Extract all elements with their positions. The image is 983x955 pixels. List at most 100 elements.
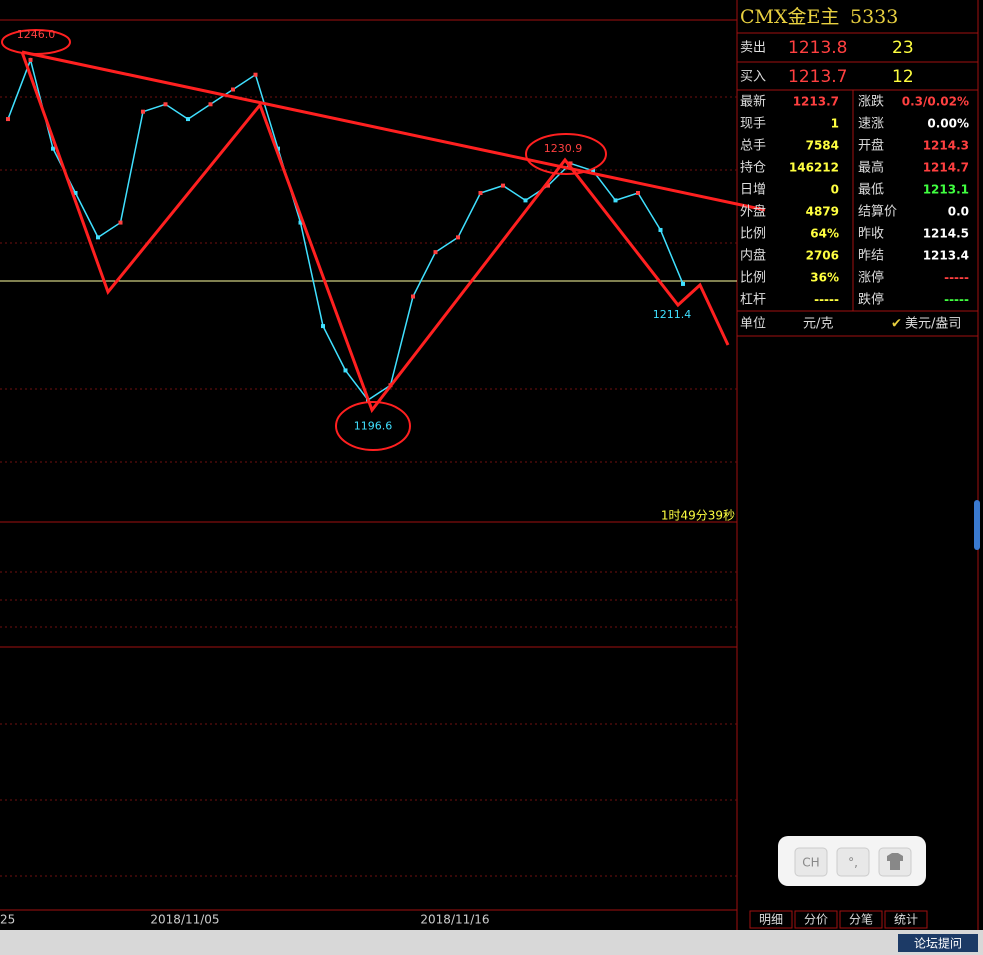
- quote-value: -----: [944, 271, 969, 285]
- tab-label[interactable]: 分笔: [849, 912, 873, 927]
- quote-value: -----: [814, 293, 839, 307]
- close-marker: [636, 191, 640, 196]
- quote-label: 开盘: [858, 138, 884, 154]
- close-marker: [568, 161, 573, 166]
- tab-label[interactable]: 统计: [894, 913, 918, 927]
- quote-value: 1: [831, 117, 839, 131]
- close-marker: [613, 198, 618, 203]
- quote-table: 最新 1213.7 涨跌 0.3/0.02% 现手 1 速涨 0.00% 总手 7584 开盘 121…: [740, 94, 969, 308]
- shirt-icon[interactable]: [887, 853, 903, 870]
- quote-label: 日增: [740, 183, 766, 198]
- price-annotation: 1246.0: [17, 28, 56, 41]
- timer: 1时49分39秒: [661, 509, 735, 523]
- toolbar: CH °,: [778, 836, 926, 886]
- quote-value: 1214.3: [923, 139, 969, 153]
- quote-label: 最新: [740, 94, 766, 110]
- date-label: 2018/11/05: [150, 913, 219, 927]
- quote-value: 7584: [806, 139, 839, 153]
- quote-value: 146212: [789, 161, 839, 175]
- tab[interactable]: [794, 910, 838, 929]
- quote-label: 结算价: [858, 205, 897, 220]
- order-price: 1213.7: [788, 67, 847, 87]
- toolbar-button[interactable]: [836, 847, 870, 877]
- close-marker: [321, 324, 325, 329]
- toolbar-label[interactable]: °,: [848, 856, 858, 870]
- close-marker: [501, 183, 505, 188]
- quote-label: 现手: [740, 117, 766, 132]
- order-label: 卖出: [740, 41, 766, 56]
- quote-label: 杠杆: [740, 292, 766, 308]
- close-marker: [208, 102, 213, 107]
- quote-value: 1213.7: [793, 95, 839, 109]
- quote-label: 速涨: [858, 117, 884, 132]
- quote-label: 最低: [858, 183, 884, 198]
- order-volume: 12: [892, 67, 914, 87]
- quote-value: 0.0: [948, 205, 969, 219]
- tab[interactable]: [884, 910, 928, 929]
- close-marker: [546, 183, 550, 188]
- close-marker: [96, 235, 100, 240]
- status-bar: [0, 930, 983, 955]
- order-label: 买入: [740, 70, 766, 85]
- quote-label: 昨结: [858, 249, 884, 264]
- price-annotation: 1196.6: [354, 419, 393, 432]
- tab-label[interactable]: 明细: [759, 913, 783, 927]
- close-marker: [478, 191, 483, 196]
- unit-option[interactable]: 美元/盎司: [905, 317, 961, 332]
- footer-button[interactable]: [898, 934, 978, 952]
- quote-label: 昨收: [858, 227, 884, 242]
- quote-label: 跌停: [858, 292, 884, 308]
- date-label: 2018/11/16: [420, 913, 489, 927]
- close-marker: [456, 235, 460, 240]
- annotations: 1246.0 1196.6 1230.9 1211.4: [17, 28, 692, 432]
- unit-option[interactable]: 元/克: [803, 317, 833, 332]
- code: 5333: [850, 6, 898, 28]
- check-icon: ✔: [891, 317, 902, 332]
- close-marker: [523, 198, 528, 203]
- close-marker: [591, 168, 595, 173]
- date-label: 25: [0, 913, 15, 927]
- tab[interactable]: [749, 910, 793, 929]
- quote-label: 内盘: [740, 248, 766, 264]
- close-marker: [118, 220, 123, 225]
- quote-value: 64%: [810, 227, 839, 241]
- tab-label[interactable]: 分价: [804, 913, 828, 927]
- price-annotation: 1230.9: [544, 142, 583, 155]
- close-marker: [73, 191, 78, 196]
- quote-value: 0: [831, 183, 839, 197]
- quote-value: 0.00%: [927, 117, 969, 131]
- quote-value: 1213.4: [923, 249, 969, 263]
- close-marker: [298, 220, 303, 225]
- tabs: 明细 分价 分笔 统计: [749, 910, 928, 929]
- quote-value: 36%: [810, 271, 839, 285]
- quote-value: 2706: [806, 249, 839, 263]
- close-marker: [231, 87, 235, 92]
- quote-label: 比例: [740, 227, 766, 242]
- close-marker: [51, 146, 55, 151]
- footer-label[interactable]: 论坛提问: [914, 936, 962, 951]
- close-marker: [411, 294, 415, 299]
- unit-label: 单位: [740, 317, 766, 332]
- close-marker: [343, 368, 348, 373]
- symbol: CMX金E主: [740, 6, 839, 28]
- quote-value: 1214.5: [923, 227, 969, 241]
- quote-value: -----: [944, 293, 969, 307]
- quote-label: 持仓: [740, 161, 766, 176]
- toolbar-button[interactable]: [794, 847, 828, 877]
- tab[interactable]: [839, 910, 883, 929]
- toolbar-label[interactable]: CH: [802, 856, 819, 870]
- quote-label: 涨跌: [858, 94, 884, 110]
- quote-value: 1214.7: [923, 161, 969, 175]
- close-marker: [253, 72, 258, 77]
- quote-label: 比例: [740, 271, 766, 286]
- frames: [0, 0, 979, 930]
- trend-drawings: [1, 29, 766, 451]
- quote-label: 总手: [740, 139, 766, 154]
- scrollbar[interactable]: [974, 500, 980, 550]
- close-marker: [141, 109, 145, 114]
- price-annotation: 1211.4: [653, 308, 692, 321]
- close-marker: [681, 281, 685, 286]
- close-marker: [28, 57, 33, 62]
